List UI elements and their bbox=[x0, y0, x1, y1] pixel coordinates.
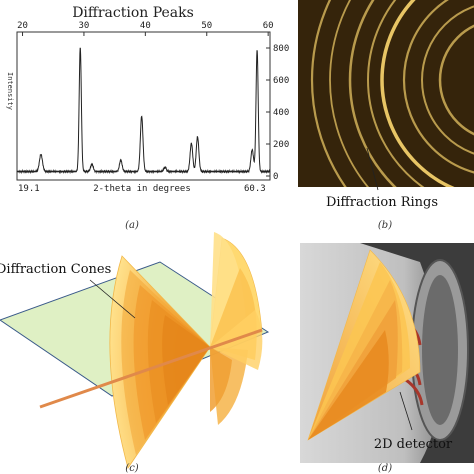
panel-a: Diffraction Peaks 20 30 40 50 60 800 600 400 20… bbox=[6, 5, 289, 231]
x-axis-label: 2-theta in degrees bbox=[93, 184, 191, 194]
cones-leader-line bbox=[89, 279, 136, 319]
caption-b: (b) bbox=[378, 220, 392, 231]
rings-leader-line bbox=[366, 147, 379, 191]
ring-image-noise bbox=[298, 0, 474, 187]
detector-diffraction-fan bbox=[307, 249, 421, 441]
cones-label: Diffraction Cones bbox=[0, 262, 111, 277]
x-start-label: 19.1 bbox=[18, 184, 40, 194]
caption-a: (a) bbox=[125, 220, 139, 231]
diffraction-ring bbox=[402, 0, 474, 174]
diffraction-ring bbox=[380, 0, 455, 187]
detector-label: 2D detector bbox=[374, 437, 453, 452]
right-tick-label: 400 bbox=[273, 108, 289, 118]
diffraction-ring bbox=[329, 0, 370, 187]
panel-d: 2D detector (d) bbox=[300, 243, 474, 474]
right-axis-ticks: 800 600 400 200 0 bbox=[266, 44, 289, 182]
left-axis-label: Intensity bbox=[6, 72, 14, 110]
incident-beam bbox=[39, 328, 263, 409]
caption-d: (d) bbox=[378, 463, 392, 474]
detector-leader-line bbox=[399, 391, 413, 431]
top-axis-ticks: 20 30 40 50 60 bbox=[17, 21, 274, 36]
top-tick-label: 30 bbox=[79, 21, 90, 31]
right-tick-label: 800 bbox=[273, 44, 289, 54]
panel-b: Diffraction Rings (b) bbox=[298, 0, 474, 231]
diffraction-spectrum-line bbox=[16, 47, 271, 175]
x-end-label: 60.3 bbox=[244, 184, 266, 194]
diffraction-ring bbox=[438, 24, 474, 136]
right-tick-label: 0 bbox=[273, 172, 278, 182]
right-tick-label: 600 bbox=[273, 76, 289, 86]
top-tick-label: 20 bbox=[17, 21, 28, 31]
diffraction-ring bbox=[367, 0, 425, 187]
diffraction-ring bbox=[348, 0, 397, 187]
diffraction-ring bbox=[421, 5, 474, 155]
forward-diffraction-cones bbox=[209, 232, 263, 425]
diffraction-ring bbox=[310, 0, 347, 187]
caption-c: (c) bbox=[125, 463, 139, 474]
top-tick-label: 50 bbox=[201, 21, 212, 31]
right-tick-label: 200 bbox=[273, 140, 289, 150]
chart-title: Diffraction Peaks bbox=[72, 5, 194, 21]
plot-frame bbox=[16, 31, 271, 181]
top-tick-label: 60 bbox=[263, 21, 274, 31]
diffraction-rings bbox=[310, 0, 474, 187]
panel-c: Diffraction Cones (c) bbox=[0, 232, 270, 474]
rings-label: Diffraction Rings bbox=[326, 195, 438, 210]
top-tick-label: 40 bbox=[140, 21, 151, 31]
